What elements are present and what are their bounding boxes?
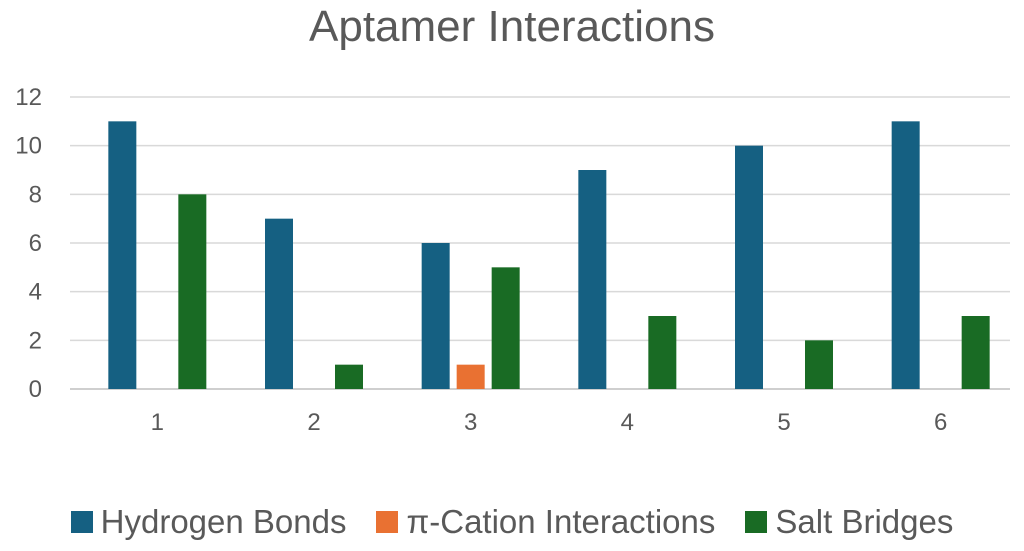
y-tick-label: 6 [29,230,42,257]
bar-salt-bridges [335,364,363,389]
bar-salt-bridges [961,316,990,389]
legend-swatch [376,511,399,533]
y-tick-label: 8 [29,181,42,208]
chart-title: Aptamer Interactions [309,2,715,51]
y-tick-label: 4 [29,279,42,306]
legend-item: π-Cation Interactions [376,503,715,541]
bar-hydrogen-bonds [578,170,607,389]
x-tick-label: 2 [307,409,320,436]
x-tick-label: 3 [464,409,477,436]
legend-label: Salt Bridges [775,503,954,540]
bar--cation-interactions [456,364,485,389]
legend: Hydrogen Bonds π-Cation Interactions Salt … [0,500,1024,544]
y-tick-label: 12 [15,84,42,111]
bar-hydrogen-bonds [108,121,137,389]
bar-salt-bridges [178,194,207,389]
x-tick-label: 5 [777,409,790,436]
x-tick-label: 4 [621,409,634,436]
bar-hydrogen-bonds [265,218,293,389]
legend-swatch [70,511,93,533]
y-tick-label: 0 [29,376,42,403]
legend-swatch [745,511,768,533]
bar-salt-bridges [648,316,677,389]
y-tick-label: 10 [15,133,42,160]
legend-item: Salt Bridges [745,503,953,541]
bar-salt-bridges [491,267,520,389]
y-tick-label: 2 [29,327,42,354]
legend-label: Hydrogen Bonds [100,503,347,540]
bar-hydrogen-bonds [421,243,450,389]
bar-hydrogen-bonds [735,145,763,389]
bar-salt-bridges [805,340,833,389]
x-tick-label: 1 [151,409,164,436]
x-tick-label: 6 [934,409,947,436]
bar-hydrogen-bonds [891,121,920,389]
legend-label: π-Cation Interactions [406,503,716,540]
legend-item: Hydrogen Bonds [70,503,347,541]
